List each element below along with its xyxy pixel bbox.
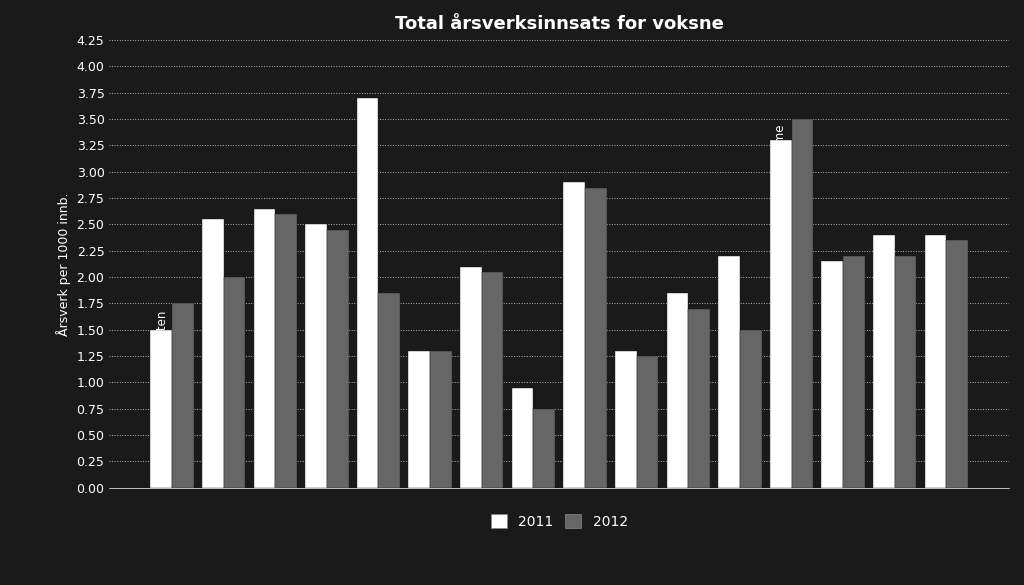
Y-axis label: Årsverk per 1000 innb.: Årsverk per 1000 innb. — [56, 192, 71, 336]
Bar — [563, 183, 585, 488]
Bar — [409, 351, 430, 488]
Text: Stokke: Stokke — [671, 298, 684, 338]
Bar — [615, 351, 637, 488]
Bar — [740, 330, 762, 488]
Text: Nøtterøy: Nøtterøy — [723, 261, 735, 313]
Text: Vestfold: Vestfold — [878, 240, 891, 288]
Bar — [305, 225, 327, 488]
Bar — [512, 388, 534, 488]
Text: Larvik: Larvik — [361, 104, 374, 139]
Text: Sandefjord: Sandefjord — [309, 230, 323, 294]
Text: Lardal: Lardal — [825, 261, 839, 298]
Bar — [667, 293, 688, 488]
Text: Tønsberg: Tønsberg — [258, 214, 270, 269]
Bar — [202, 219, 223, 488]
Bar — [718, 256, 740, 488]
Bar — [895, 256, 916, 488]
Text: Sande: Sande — [464, 272, 477, 309]
Bar — [821, 261, 843, 488]
Text: Andebu: Andebu — [620, 356, 632, 401]
Bar — [792, 119, 813, 488]
Bar — [534, 409, 555, 488]
Text: Svelvik: Svelvik — [413, 356, 426, 398]
Bar — [430, 351, 452, 488]
Text: Horten: Horten — [155, 309, 168, 349]
Bar — [688, 309, 710, 488]
Title: Total årsverksinnsats for voksne: Total årsverksinnsats for voksne — [394, 15, 724, 33]
Text: Holmestrand: Holmestrand — [206, 225, 219, 301]
Bar — [275, 214, 297, 488]
Bar — [356, 98, 379, 488]
Bar — [172, 304, 194, 488]
Bar — [925, 235, 946, 488]
Text: Hof: Hof — [516, 393, 529, 413]
Bar — [873, 235, 895, 488]
Bar — [460, 267, 481, 488]
Text: Tjøme: Tjøme — [774, 125, 787, 161]
Bar — [946, 240, 968, 488]
Text: Re: Re — [567, 188, 581, 202]
Bar — [151, 330, 172, 488]
Bar — [223, 277, 245, 488]
Bar — [637, 356, 658, 488]
Bar — [379, 293, 400, 488]
Bar — [327, 230, 348, 488]
Bar — [254, 209, 275, 488]
Bar — [843, 256, 865, 488]
Text: Landet: Landet — [929, 240, 942, 281]
Bar — [481, 272, 504, 488]
Bar — [770, 140, 792, 488]
Bar — [585, 188, 606, 488]
Legend: 2011, 2012: 2011, 2012 — [485, 508, 633, 535]
